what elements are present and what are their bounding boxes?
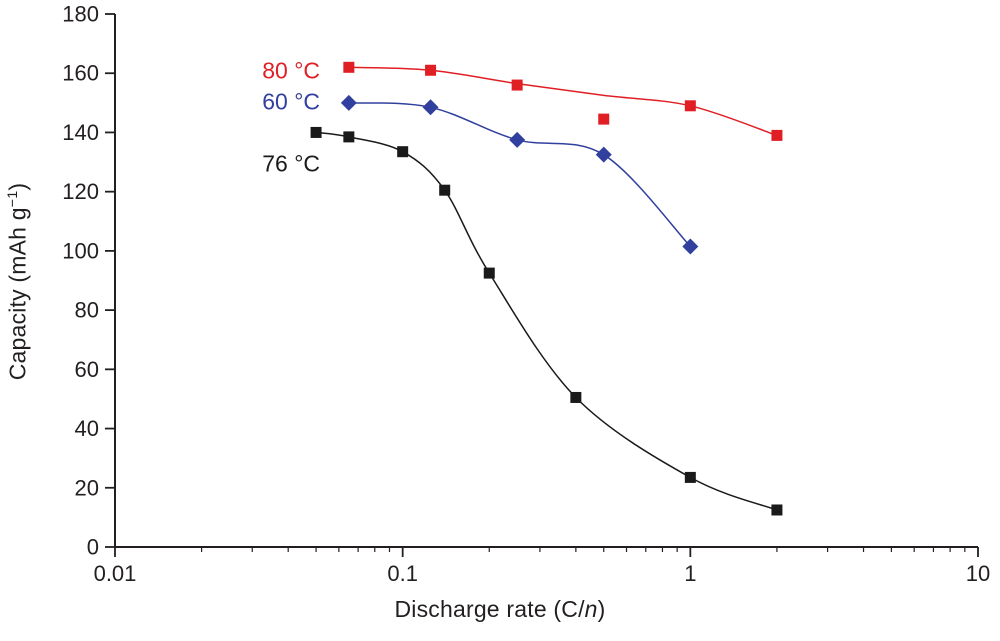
y-tick-label: 100: [62, 238, 99, 263]
y-axis-title-close: ): [4, 182, 31, 191]
series-marker-1: [682, 238, 699, 255]
series-line-1: [348, 102, 691, 247]
series-marker-2: [483, 267, 495, 279]
y-tick-label: 120: [62, 179, 99, 204]
x-tick-label: 10: [966, 561, 990, 586]
series-marker-0: [511, 79, 523, 91]
series-marker-2: [771, 504, 783, 516]
x-axis-title-close: ): [597, 596, 606, 622]
series-label-0: 80 °C: [262, 57, 320, 83]
y-axis-title: Capacity (mAh g−1): [5, 152, 32, 412]
x-axis-title-variable: n: [584, 596, 598, 622]
x-axis-title-text: Discharge rate (C/: [394, 596, 585, 622]
x-tick-label: 1: [684, 561, 696, 586]
y-tick-label: 40: [75, 416, 99, 441]
series-marker-0: [684, 100, 696, 112]
y-tick-label: 80: [75, 298, 99, 323]
series-marker-0: [771, 129, 783, 141]
series-marker-2: [397, 146, 409, 158]
series-marker-1: [340, 94, 357, 111]
x-axis-title: Discharge rate (C/n): [0, 596, 1000, 623]
x-tick-label: 0.1: [387, 561, 418, 586]
series-marker-0: [343, 61, 355, 73]
y-axis-title-text: Capacity (mAh g: [4, 207, 31, 381]
x-tick-label: 0.01: [94, 561, 137, 586]
y-tick-label: 160: [62, 61, 99, 86]
y-tick-label: 140: [62, 120, 99, 145]
y-tick-label: 60: [75, 357, 99, 382]
series-marker-2: [439, 184, 451, 196]
series-marker-2: [684, 471, 696, 483]
series-marker-2: [343, 131, 355, 143]
series-marker-0: [425, 64, 437, 76]
y-tick-label: 0: [87, 535, 99, 560]
series-line-2: [315, 131, 778, 511]
y-axis-title-superscript: −1: [4, 190, 21, 208]
series-marker-2: [310, 126, 322, 138]
series-marker-2: [570, 391, 582, 403]
y-tick-label: 20: [75, 475, 99, 500]
series-label-2: 76 °C: [262, 151, 320, 177]
series-label-1: 60 °C: [262, 88, 320, 114]
series-marker-1: [422, 99, 439, 116]
series-marker-1: [595, 146, 612, 163]
series-marker-1: [509, 131, 526, 148]
y-tick-label: 180: [62, 2, 99, 27]
series-marker-0: [598, 113, 610, 125]
series-line-0: [348, 66, 778, 137]
